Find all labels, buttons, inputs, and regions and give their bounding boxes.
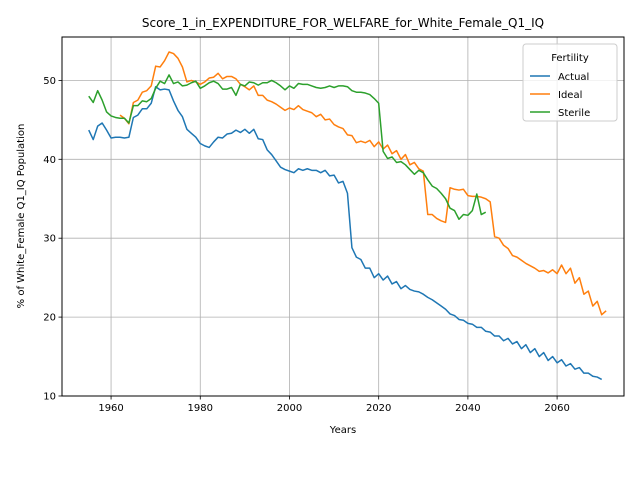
plot-frame xyxy=(61,36,625,397)
series-line-actual xyxy=(88,85,603,381)
x-axis: 1960 1980 2000 2020 2040 2060 xyxy=(98,396,570,414)
legend-title: Fertility xyxy=(551,53,589,64)
x-tick-label: 2020 xyxy=(366,403,391,414)
legend-label-actual: Actual xyxy=(558,72,589,83)
legend: Fertility Actual Ideal Sterile xyxy=(522,43,618,122)
y-tick-label: 50 xyxy=(43,76,56,87)
y-tick-label: 20 xyxy=(43,313,56,324)
x-tick-label: 1960 xyxy=(98,403,123,414)
chart-title: Score_1_in_EXPENDITURE_FOR_WELFARE_for_W… xyxy=(142,16,544,30)
y-axis: 10 20 30 40 50 xyxy=(43,76,62,403)
x-tick-label: 2060 xyxy=(544,403,569,414)
legend-label-sterile: Sterile xyxy=(558,108,590,119)
x-tick-label: 2040 xyxy=(455,403,480,414)
series-layer xyxy=(88,51,607,381)
y-tick-label: 30 xyxy=(43,234,56,245)
y-axis-label: % of White_Female Q1_IQ Population xyxy=(16,124,27,309)
legend-box xyxy=(522,43,618,122)
x-tick-label: 1980 xyxy=(188,403,213,414)
x-tick-label: 2000 xyxy=(277,403,302,414)
series-line-ideal xyxy=(119,51,607,316)
legend-label-ideal: Ideal xyxy=(558,90,582,101)
series-line-sterile xyxy=(88,74,487,221)
x-axis-label: Years xyxy=(329,425,356,436)
y-tick-label: 10 xyxy=(43,392,56,403)
y-tick-label: 40 xyxy=(43,155,56,166)
